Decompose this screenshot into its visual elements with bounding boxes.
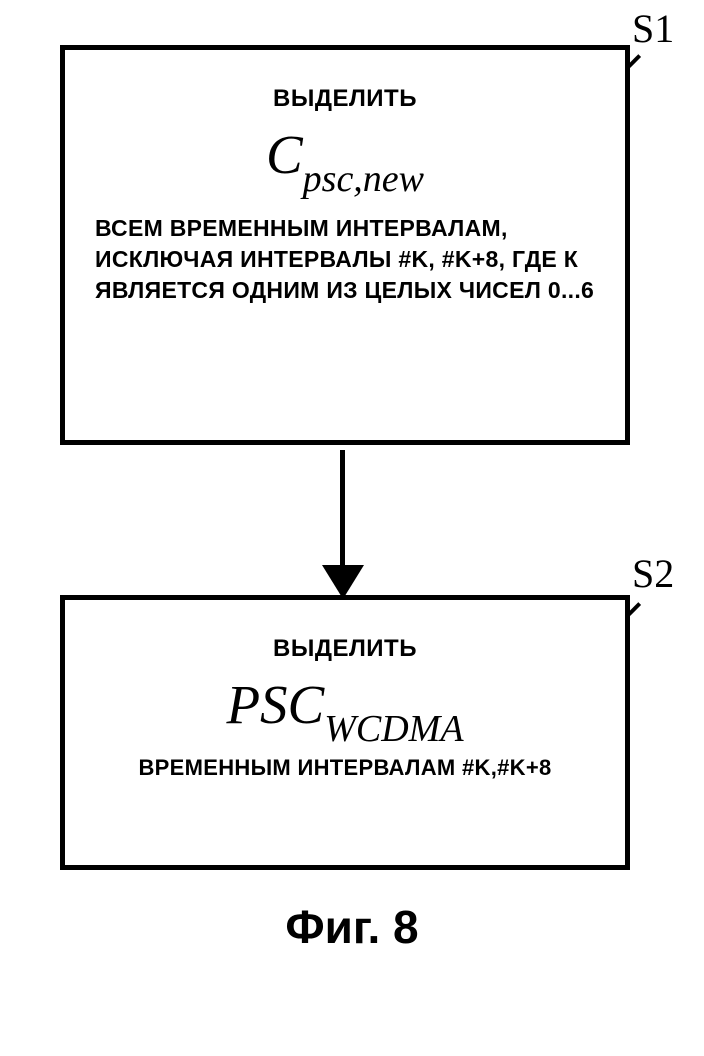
figure-caption: Фиг. 8 — [0, 900, 704, 954]
step1-formula: Cpsc,new — [95, 123, 595, 195]
flowchart-step-1: ВЫДЕЛИТЬ Cpsc,new ВСЕМ ВРЕМЕННЫМ ИНТЕРВА… — [60, 45, 630, 445]
flowchart-step-2: ВЫДЕЛИТЬ PSCWCDMA ВРЕМЕННЫМ ИНТЕРВАЛАМ #… — [60, 595, 630, 870]
step2-formula-sub: WCDMA — [324, 708, 463, 750]
step-label-s2: S2 — [632, 550, 674, 597]
arrow-shaft — [340, 450, 345, 580]
arrow-head-icon — [322, 565, 364, 599]
step1-formula-main: C — [266, 124, 303, 185]
step2-formula: PSCWCDMA — [95, 673, 595, 745]
step2-heading: ВЫДЕЛИТЬ — [95, 635, 595, 663]
step1-heading: ВЫДЕЛИТЬ — [95, 85, 595, 113]
step-label-s1: S1 — [632, 5, 674, 52]
step2-formula-main: PSC — [226, 674, 324, 735]
step2-body: ВРЕМЕННЫМ ИНТЕРВАЛАМ #K,#K+8 — [95, 755, 595, 781]
step1-formula-sub: psc,new — [303, 158, 424, 200]
step1-body: ВСЕМ ВРЕМЕННЫМ ИНТЕРВАЛАМ, ИСКЛЮЧАЯ ИНТЕ… — [95, 213, 595, 306]
